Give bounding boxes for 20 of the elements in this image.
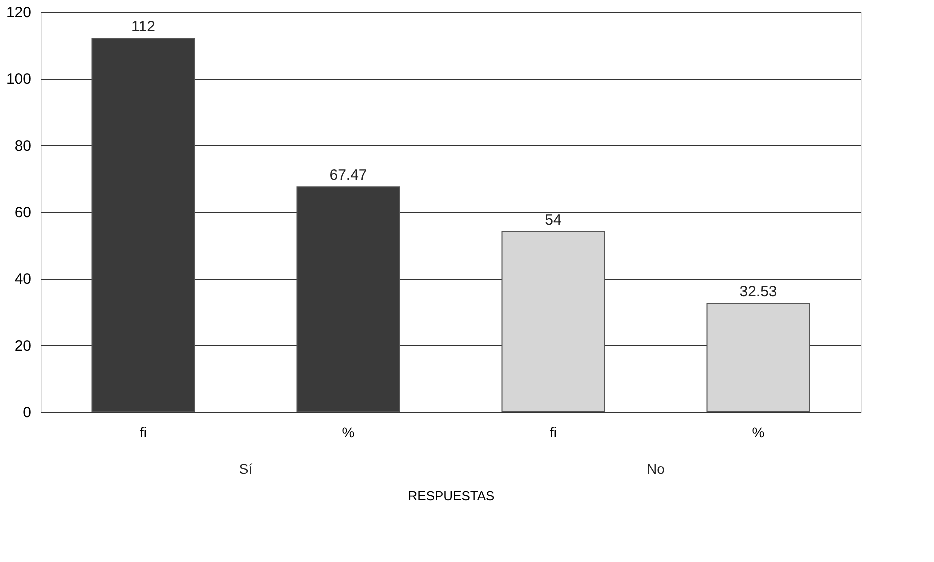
data-label: 32.53 xyxy=(740,284,778,301)
y-tick-label: 0 xyxy=(23,404,32,422)
y-tick-label: 80 xyxy=(14,138,32,155)
text: Sí xyxy=(239,461,253,477)
bar xyxy=(706,303,810,412)
y-tick-label: 120 xyxy=(6,4,32,22)
x-tick-label: fi xyxy=(140,424,147,440)
x-tick-label: fi xyxy=(550,424,557,440)
data-label: 54 xyxy=(545,212,562,229)
x-tick-label: % xyxy=(752,424,765,440)
y-tick-label: 20 xyxy=(14,338,32,355)
x-axis-title: RESPUESTAS xyxy=(408,488,496,504)
data-label: 112 xyxy=(132,18,156,36)
y-tick-label: 60 xyxy=(14,204,32,222)
y-tick-label: 40 xyxy=(14,271,32,288)
bar xyxy=(502,232,606,412)
y-tick-label: 100 xyxy=(6,71,32,88)
data-label: 67.47 xyxy=(330,167,368,184)
x-tick-label: % xyxy=(342,424,355,440)
text: No xyxy=(647,461,666,477)
